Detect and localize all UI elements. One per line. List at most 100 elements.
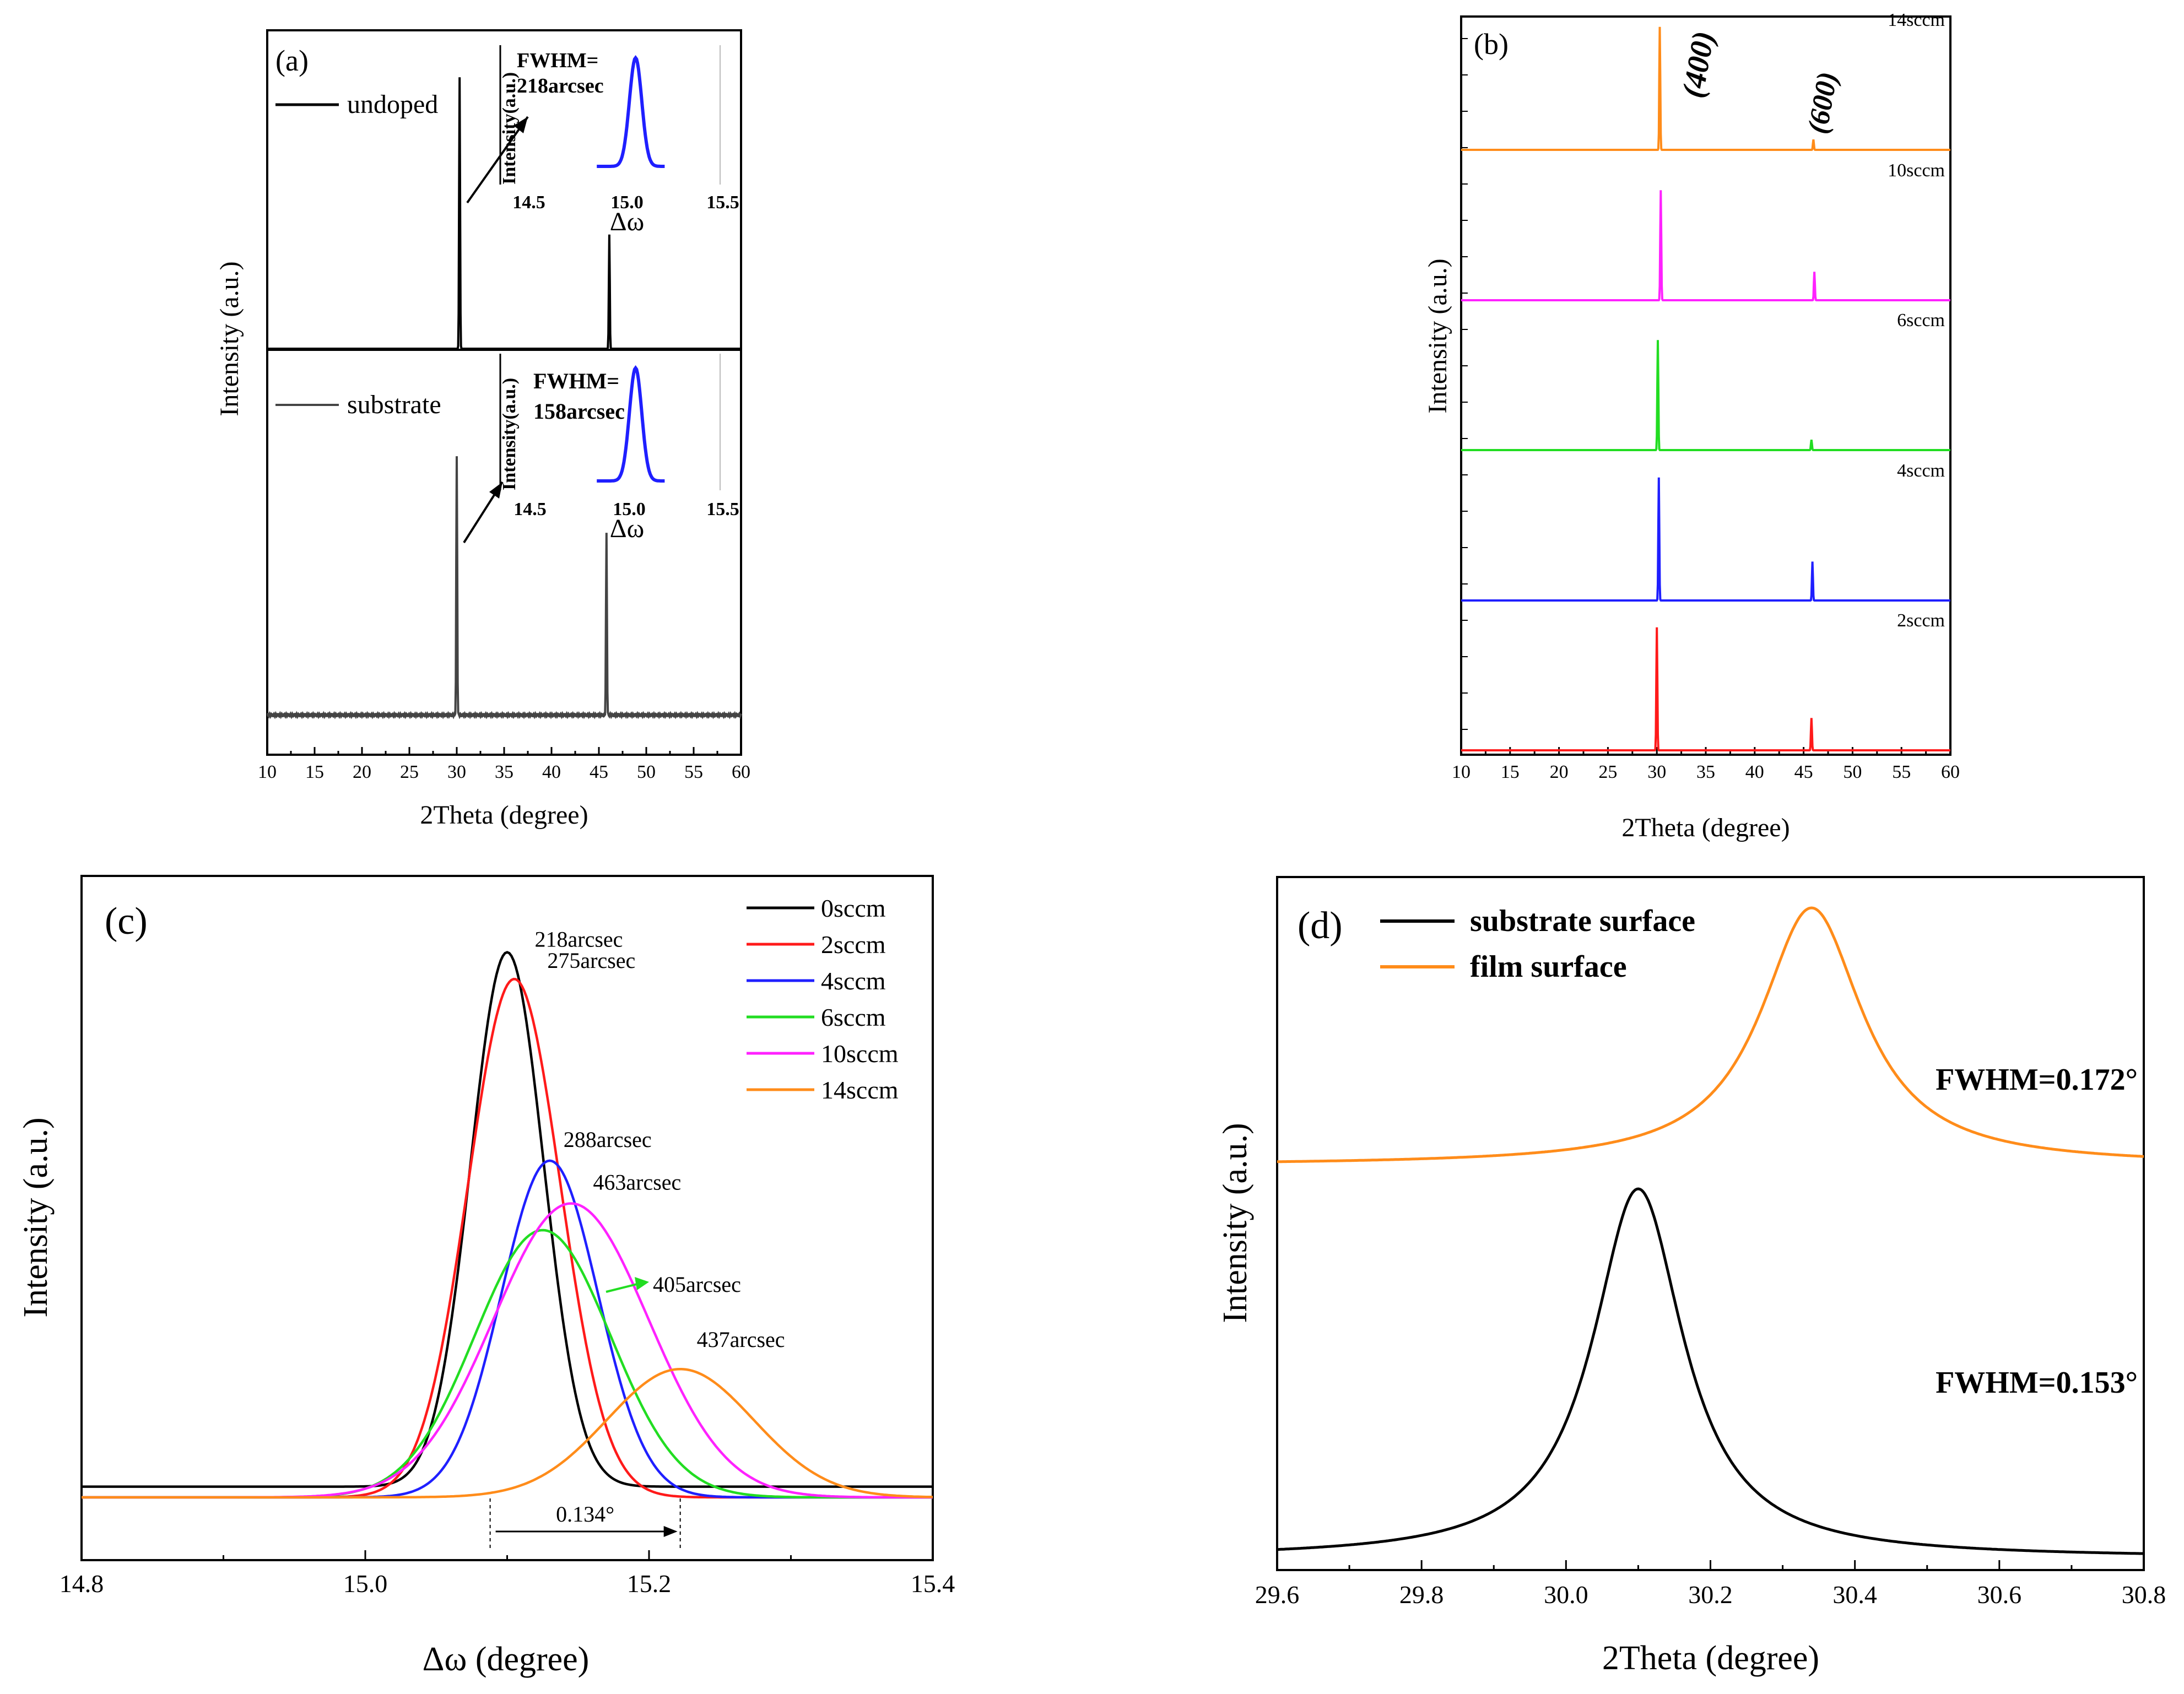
panel-d-xticks: 29.6 29.8 30.0 30.2 30.4 30.6 30.8 bbox=[1255, 1560, 2166, 1609]
panel-c-traces bbox=[82, 951, 933, 1499]
xtick-label: 30.8 bbox=[2122, 1581, 2166, 1609]
legend-label-substrate-surface: substrate surface bbox=[1470, 904, 1695, 938]
xtick-label: 29.8 bbox=[1399, 1581, 1444, 1609]
trace-6sccm bbox=[1461, 340, 1950, 451]
inset-substrate-curve bbox=[597, 365, 665, 483]
panel-d-ylabel: Intensity (a.u.) bbox=[1217, 1123, 1254, 1323]
panel-c-ylabel: Intensity (a.u.) bbox=[17, 1117, 55, 1317]
panel-a-xticks: 10 15 20 25 30 35 40 45 50 55 60 bbox=[258, 747, 750, 782]
inset-undoped-arrow bbox=[466, 116, 529, 204]
panel-a-label: (a) bbox=[275, 44, 309, 77]
xtick-label: 30.6 bbox=[1977, 1581, 2022, 1609]
xtick-label: 45 bbox=[1794, 762, 1813, 782]
panel-d-frame bbox=[1276, 876, 2145, 1571]
fwhm-annotation-2sccm: 275arcsec bbox=[547, 948, 635, 973]
inset-undoped-xtick-2: 15.0 bbox=[610, 192, 644, 213]
fwhm-substrate-surface: FWHM=0.153° bbox=[1936, 1366, 2138, 1400]
panel-c-frame bbox=[80, 875, 934, 1561]
trace-10sccm bbox=[1461, 190, 1950, 301]
series-label-4sccm: 4sccm bbox=[1897, 461, 1945, 481]
xtick-label: 35 bbox=[1696, 762, 1715, 782]
xtick-label: 14.8 bbox=[60, 1569, 104, 1598]
xtick-label: 10 bbox=[1452, 762, 1471, 782]
inset-substrate-arrowhead bbox=[489, 482, 502, 499]
xtick-label: 25 bbox=[1598, 762, 1617, 782]
inset-undoped-xtick-3: 15.5 bbox=[706, 192, 739, 213]
xtick-label: 60 bbox=[732, 762, 750, 782]
shift-label: 0.134° bbox=[556, 1502, 614, 1527]
legend-label-film-surface: film surface bbox=[1470, 950, 1627, 984]
panel-c-xticks: 14.8 15.0 15.2 15.4 bbox=[60, 1550, 955, 1598]
annotation-arrow-6sccm bbox=[606, 1282, 640, 1293]
fwhm-film-surface: FWHM=0.172° bbox=[1936, 1063, 2138, 1097]
xtick-label: 15 bbox=[305, 762, 324, 782]
inset-undoped-fwhm-value: 218arcsec bbox=[517, 74, 604, 98]
panel-b-traces: 14sccm 10sccm 6sccm 4sccm 2sccm bbox=[1461, 10, 1950, 751]
series-label-14sccm: 14sccm bbox=[1888, 10, 1945, 30]
xtick-label: 40 bbox=[542, 762, 561, 782]
trace-substrate-surface bbox=[1277, 1187, 2144, 1555]
panel-d-label: (d) bbox=[1298, 905, 1343, 947]
xtick-label: 30 bbox=[1647, 762, 1666, 782]
shift-arrowhead bbox=[663, 1526, 678, 1537]
trace-film-surface bbox=[1277, 906, 2144, 1163]
panel-d-xlabel: 2Theta (degree) bbox=[1602, 1639, 1819, 1677]
fwhm-annotation-10sccm: 463arcsec bbox=[593, 1170, 681, 1195]
legend-label-14sccm: 14sccm bbox=[821, 1076, 899, 1104]
xtick-label: 29.6 bbox=[1255, 1581, 1300, 1609]
series-label-10sccm: 10sccm bbox=[1888, 160, 1945, 181]
annotation-arrowhead-6sccm bbox=[635, 1277, 649, 1290]
peak-label-400: (400) bbox=[1676, 29, 1721, 100]
xtick-label: 50 bbox=[1843, 762, 1862, 782]
series-label-6sccm: 6sccm bbox=[1897, 310, 1945, 331]
inset-undoped: FWHM= 218arcsec Intensity(a.u.) 14.5 15.… bbox=[499, 45, 739, 236]
panel-b-label: (b) bbox=[1474, 28, 1509, 61]
fwhm-annotation-0sccm: 218arcsec bbox=[535, 927, 623, 952]
trace-2sccm bbox=[1461, 627, 1950, 751]
xtick-label: 35 bbox=[495, 762, 513, 782]
inset-undoped-fwhm-label: FWHM= bbox=[517, 49, 598, 72]
xtick-label: 15.2 bbox=[627, 1569, 672, 1598]
inset-substrate-xtick-2: 15.0 bbox=[613, 499, 646, 519]
legend-label-0sccm: 0sccm bbox=[821, 894, 886, 922]
inset-substrate: FWHM= 158arcsec Intensity(a.u.) 14.5 15.… bbox=[499, 354, 739, 543]
inset-undoped-xlabel: Δω bbox=[610, 207, 644, 236]
series-label-2sccm: 2sccm bbox=[1897, 610, 1945, 631]
xtick-label: 15.0 bbox=[343, 1569, 388, 1598]
legend-label-undoped: undoped bbox=[347, 90, 438, 119]
trace-4sccm bbox=[82, 1159, 933, 1499]
xtick-label: 60 bbox=[1941, 762, 1960, 782]
trace-4sccm bbox=[1461, 477, 1950, 602]
peak-label-600: (600) bbox=[1802, 69, 1844, 136]
panel-b: (b) Intensity (a.u.) 2Theta (degree) 10 1… bbox=[1423, 10, 1960, 842]
xtick-label: 30 bbox=[447, 762, 466, 782]
inset-substrate-fwhm-label: FWHM= bbox=[533, 369, 619, 393]
xtick-label: 40 bbox=[1745, 762, 1764, 782]
xtick-label: 55 bbox=[1892, 762, 1911, 782]
panel-c: (c) Intensity (a.u.) Δω (degree) 14.8 15.… bbox=[17, 875, 955, 1678]
xtick-label: 25 bbox=[400, 762, 419, 782]
inset-substrate-ylabel: Intensity(a.u.) bbox=[499, 378, 520, 490]
panel-a: (a) Intensity (a.u.) 2Theta (degree) 10 1… bbox=[215, 29, 750, 830]
xtick-label: 30.4 bbox=[1832, 1581, 1877, 1609]
xtick-label: 30.2 bbox=[1688, 1581, 1733, 1609]
legend-label-6sccm: 6sccm bbox=[821, 1003, 886, 1031]
trace-0sccm bbox=[82, 951, 933, 1488]
inset-undoped-curve bbox=[597, 55, 665, 168]
xtick-label: 20 bbox=[353, 762, 371, 782]
xtick-label: 15 bbox=[1501, 762, 1520, 782]
xtick-label: 30.0 bbox=[1544, 1581, 1588, 1609]
panel-b-frame bbox=[1460, 15, 1951, 756]
trace-14sccm bbox=[1461, 26, 1950, 151]
panel-a-ylabel: Intensity (a.u.) bbox=[215, 261, 244, 416]
xtick-label: 50 bbox=[637, 762, 656, 782]
trace-14sccm bbox=[82, 1367, 933, 1499]
fwhm-annotation-6sccm: 405arcsec bbox=[653, 1272, 741, 1297]
panel-d: (d) Intensity (a.u.) 2Theta (degree) 29.… bbox=[1217, 876, 2166, 1677]
inset-substrate-xtick-3: 15.5 bbox=[706, 499, 739, 519]
panel-a-xlabel: 2Theta (degree) bbox=[420, 800, 588, 830]
panel-c-xlabel: Δω (degree) bbox=[423, 1641, 590, 1678]
panel-c-legend: 0sccm 2sccm 4sccm 6sccm 10sccm 14sccm bbox=[747, 894, 899, 1104]
trace-undoped bbox=[267, 77, 741, 350]
